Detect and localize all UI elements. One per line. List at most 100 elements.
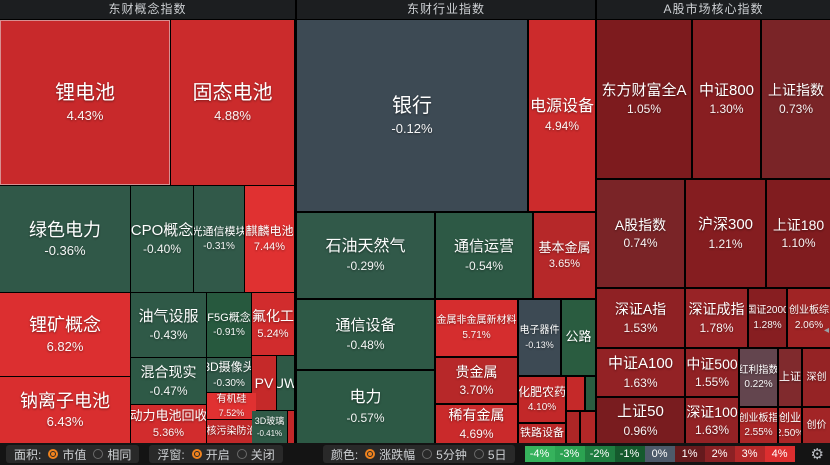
treemap-tile[interactable]: 锂电池 4.43% xyxy=(0,20,170,185)
treemap-tile[interactable]: 通信设备 -0.48% xyxy=(297,300,434,369)
treemap-tile[interactable]: 氟化工 5.24% xyxy=(252,293,294,355)
treemap-tile[interactable]: 3D玻璃 -0.41% xyxy=(252,411,287,443)
treemap-tile[interactable]: 国证2000 1.28% xyxy=(749,289,786,347)
tile-label: 有机硅 xyxy=(216,393,247,405)
treemap-tile[interactable]: CPO概念 -0.40% xyxy=(131,186,193,292)
tile-change-percent: -0.29% xyxy=(346,259,385,274)
option-group-label: 浮窗: xyxy=(157,447,185,462)
panel-collapse-arrow-icon[interactable]: ◂ xyxy=(824,325,830,336)
radio-unselected-icon[interactable] xyxy=(473,449,484,459)
treemap-tile[interactable]: 上证50 0.96% xyxy=(597,398,684,443)
tile-label: 石油天然气 xyxy=(325,237,406,255)
treemap-tile[interactable]: 公路 xyxy=(562,300,595,375)
treemap-tile[interactable]: 固态电池 4.88% xyxy=(171,20,294,185)
radio-option[interactable]: 相同 xyxy=(93,446,131,463)
treemap-tile[interactable] xyxy=(581,412,595,443)
treemap-tile[interactable]: 基本金属 3.65% xyxy=(534,213,595,298)
treemap-tile[interactable]: 电子器件 -0.13% xyxy=(519,300,560,375)
treemap-tile[interactable]: 中证A100 1.63% xyxy=(597,349,684,396)
radio-option[interactable]: 开启 xyxy=(191,446,230,463)
treemap-tile[interactable]: 石油天然气 -0.29% xyxy=(297,213,434,298)
tile-change-percent: -0.54% xyxy=(464,258,504,273)
radio-option[interactable]: 关闭 xyxy=(236,446,275,463)
settings-gear-icon[interactable]: ⚙ xyxy=(810,445,824,463)
treemap-tile[interactable]: 创业板指 2.55% xyxy=(740,408,777,443)
treemap-tile[interactable]: 动力电池回收 5.36% xyxy=(131,405,206,443)
treemap-tile[interactable]: 创业板综 2.06% xyxy=(788,289,830,347)
treemap-tile[interactable]: 创业 2.50% xyxy=(779,408,801,443)
treemap-tile[interactable]: 金属非金属新材料 5.71% xyxy=(436,300,517,356)
treemap-tile[interactable] xyxy=(586,377,595,410)
radio-option[interactable]: 5分钟 xyxy=(422,446,467,463)
treemap-tile[interactable]: PV xyxy=(252,356,276,410)
treemap-tile[interactable]: 创价 xyxy=(803,408,830,443)
treemap-tile[interactable]: F5G概念 -0.91% xyxy=(207,293,251,357)
tile-label: 红利指数 xyxy=(740,364,777,376)
tile-change-percent: 4.43% xyxy=(66,108,104,123)
treemap-tile[interactable]: 油气设服 -0.43% xyxy=(131,293,206,357)
treemap-tile[interactable]: 中证500 1.55% xyxy=(686,349,738,396)
tile-label: 混合现实 xyxy=(140,364,197,381)
treemap-tile[interactable]: 深证100 1.63% xyxy=(686,398,738,443)
treemap-tile[interactable]: 稀有金属 4.69% xyxy=(436,405,517,443)
treemap-tile[interactable]: 东方财富全A 1.05% xyxy=(597,20,691,178)
treemap-tile[interactable]: 电源设备 4.94% xyxy=(529,20,595,211)
radio-selected-icon[interactable] xyxy=(365,449,376,459)
treemap-tile[interactable]: 深创 xyxy=(803,349,830,406)
treemap-tile[interactable]: 通信运营 -0.54% xyxy=(436,213,532,298)
radio-option[interactable]: 市值 xyxy=(48,446,86,463)
tile-change-percent: 1.05% xyxy=(626,102,662,117)
radio-option[interactable]: 涨跌幅 xyxy=(365,446,415,463)
tile-change-percent: 1.63% xyxy=(694,423,730,438)
radio-option[interactable]: 5日 xyxy=(473,446,507,463)
tile-label: 锂电池 xyxy=(55,82,115,104)
tile-change-percent: 1.10% xyxy=(781,236,816,251)
tile-change-percent: 5.36% xyxy=(152,426,185,439)
treemap-tile[interactable]: 光通信模块 -0.31% xyxy=(194,186,244,292)
treemap-tile[interactable]: 锂矿概念 6.82% xyxy=(0,293,130,376)
treemap-tile[interactable]: 红利指数 0.22% xyxy=(740,349,777,406)
option-group-label: 面积: xyxy=(14,447,42,462)
treemap-tile[interactable]: 电力 -0.57% xyxy=(297,371,434,443)
option-group-label: 颜色: xyxy=(330,447,359,462)
tile-change-percent: -0.43% xyxy=(149,328,188,343)
tile-change-percent: 1.55% xyxy=(694,375,730,390)
radio-selected-icon[interactable] xyxy=(191,449,202,459)
treemap-tile[interactable]: UW xyxy=(277,356,294,410)
tile-label: 动力电池回收 xyxy=(131,408,206,424)
treemap-tile[interactable]: 上证180 1.10% xyxy=(767,180,830,287)
treemap-tile[interactable]: 银行 -0.12% xyxy=(297,20,527,211)
treemap-tile[interactable]: 绿色电力 -0.36% xyxy=(0,186,130,292)
radio-unselected-icon[interactable] xyxy=(236,449,247,459)
toolbar-option-group: 浮窗: 开启 关闭 xyxy=(149,445,283,463)
treemap-tile[interactable]: 上证指数 0.73% xyxy=(762,20,830,178)
treemap-tile[interactable]: 化肥农药 4.10% xyxy=(519,377,565,422)
treemap-tile[interactable]: A股指数 0.74% xyxy=(597,180,684,287)
treemap-tile[interactable] xyxy=(567,377,584,410)
treemap-tile[interactable]: 上证 xyxy=(779,349,801,406)
tile-label: 银行 xyxy=(392,95,432,117)
tile-label: 电子器件 xyxy=(519,325,560,337)
legend-chip: 2% xyxy=(704,446,735,462)
treemap-tile[interactable]: 混合现实 -0.47% xyxy=(131,358,206,404)
treemap-tile[interactable]: 有机硅 7.52% xyxy=(207,393,256,419)
radio-unselected-icon[interactable] xyxy=(93,449,104,459)
radio-selected-icon[interactable] xyxy=(48,449,59,459)
tile-label: 上证 xyxy=(779,371,801,384)
treemap-tile[interactable] xyxy=(567,412,579,443)
radio-unselected-icon[interactable] xyxy=(422,449,433,459)
tile-change-percent: -0.48% xyxy=(346,337,385,352)
treemap-tile[interactable]: 钠离子电池 6.43% xyxy=(0,377,130,443)
treemap-tile[interactable]: 3D摄像头 -0.30% xyxy=(207,358,251,392)
treemap-tile[interactable]: 沪深300 1.21% xyxy=(686,180,765,287)
treemap-tile[interactable]: 麒麟电池 7.44% xyxy=(245,186,294,292)
tile-label: 深证100 xyxy=(686,403,738,420)
treemap-tile[interactable]: 中证800 1.30% xyxy=(693,20,760,178)
treemap-tile[interactable]: 贵金属 3.70% xyxy=(436,358,517,403)
legend-chip: 4% xyxy=(764,446,795,462)
treemap-tile[interactable]: 深证A指 1.53% xyxy=(597,289,684,347)
treemap-tile[interactable]: 铁路设备 xyxy=(519,424,565,443)
treemap-tile[interactable] xyxy=(288,411,294,443)
treemap-tile[interactable]: 核污染防治 xyxy=(207,420,256,443)
treemap-tile[interactable]: 深证成指 1.78% xyxy=(686,289,747,347)
